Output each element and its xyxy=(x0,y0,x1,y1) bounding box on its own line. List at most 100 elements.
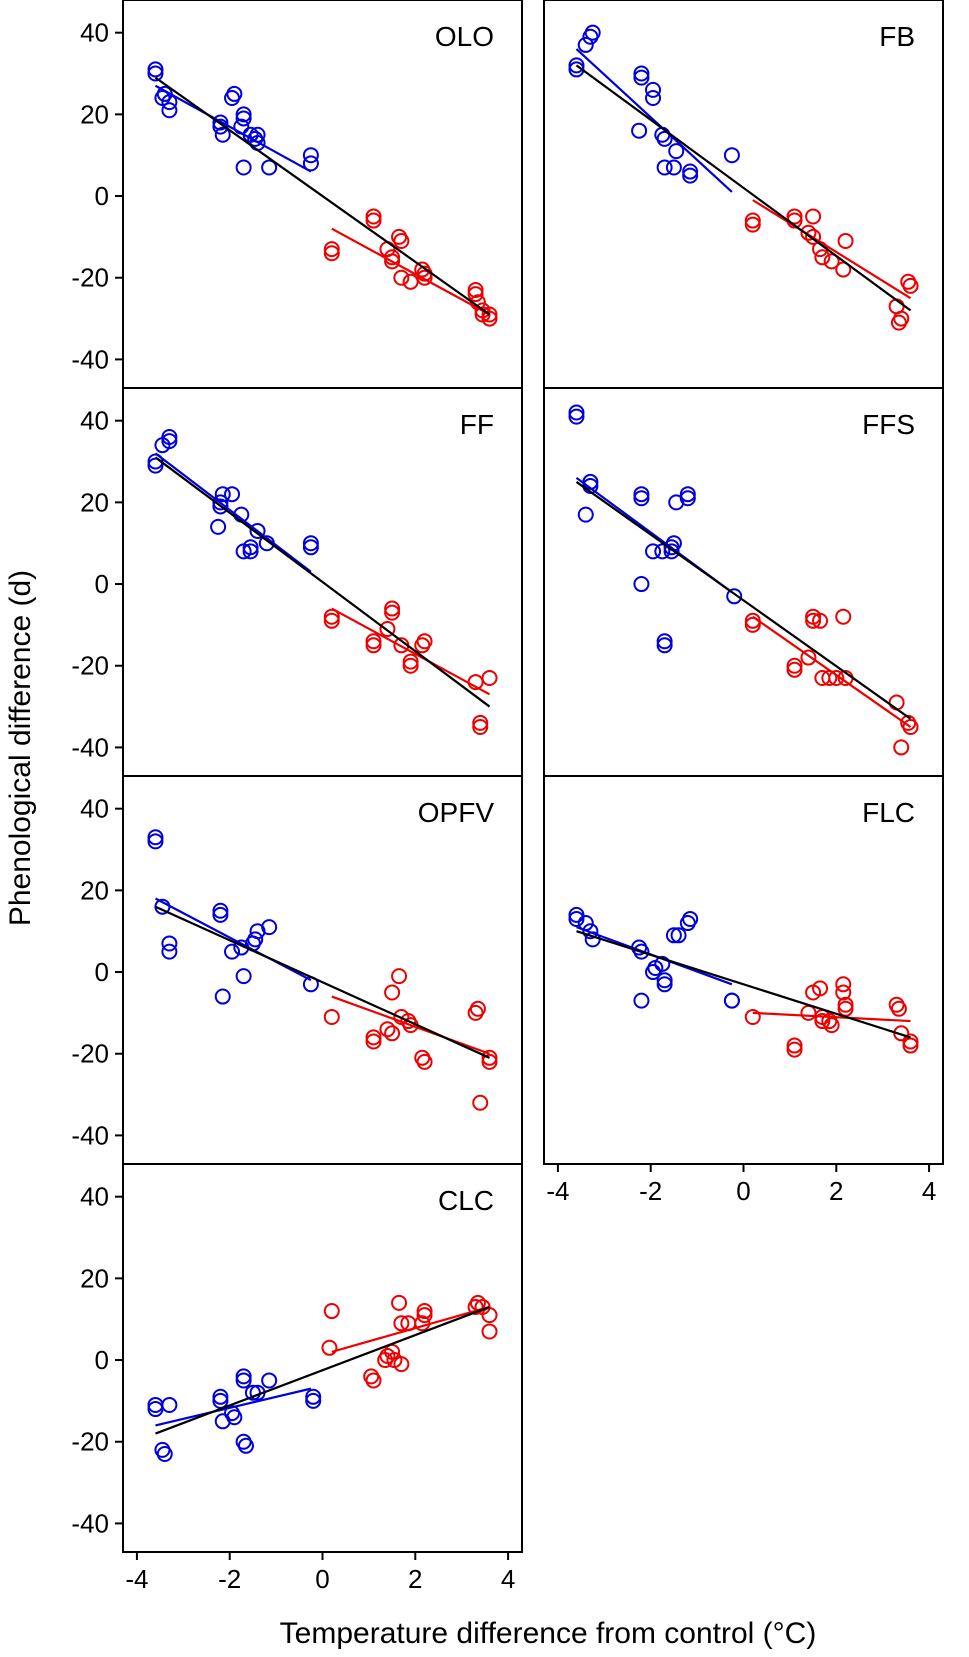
cooling-point xyxy=(302,539,319,556)
x-tick-label: -2 xyxy=(639,1176,662,1206)
cooling-point xyxy=(633,490,650,507)
x-tick-label: -4 xyxy=(125,1564,148,1594)
series-warming xyxy=(744,208,919,331)
panel-label: OPFV xyxy=(418,797,495,828)
y-tick-label: 0 xyxy=(95,181,109,211)
cooling-fit-line xyxy=(154,897,312,982)
panel-ff: FF 40 20 0 -20 -40 xyxy=(71,387,523,777)
cooling-point xyxy=(645,81,662,98)
y-tick-label: 40 xyxy=(80,794,109,824)
cooling-point xyxy=(723,992,740,1009)
warming-point xyxy=(481,1053,498,1070)
cooling-fit-line xyxy=(154,84,312,173)
cooling-point xyxy=(210,518,227,535)
cooling-point xyxy=(568,404,585,421)
series-cooling xyxy=(147,61,319,176)
warming-point xyxy=(812,612,829,629)
cooling-point xyxy=(235,1372,252,1389)
y-tick-label: 20 xyxy=(80,487,109,517)
cooling-fit-line xyxy=(575,48,733,193)
warming-fit-line xyxy=(331,227,491,316)
x-tick-label: 0 xyxy=(736,1176,750,1206)
cooling-point xyxy=(305,1392,322,1409)
cooling-point xyxy=(244,1384,261,1401)
cooling-point xyxy=(237,1437,254,1454)
y-tick-label: -40 xyxy=(71,1508,109,1538)
cooling-point xyxy=(156,1445,173,1462)
warming-point xyxy=(365,1029,382,1046)
x-tick-label: 2 xyxy=(408,1564,422,1594)
warming-point xyxy=(800,224,817,241)
warming-point xyxy=(365,637,382,654)
series-cooling xyxy=(568,404,743,654)
warming-point xyxy=(890,1000,907,1017)
warming-point xyxy=(902,1033,919,1050)
cooling-point xyxy=(668,143,685,160)
cooling-point xyxy=(147,829,164,846)
series-cooling xyxy=(568,24,740,184)
y-tick-label: -40 xyxy=(71,344,109,374)
cooling-point xyxy=(261,1372,278,1389)
warming-point xyxy=(379,620,396,637)
cooling-point xyxy=(305,1388,322,1405)
warming-point xyxy=(323,612,340,629)
x-tick-label: -2 xyxy=(218,1564,241,1594)
warming-point xyxy=(472,714,489,731)
y-tick-label: 40 xyxy=(80,18,109,48)
series-cooling xyxy=(147,429,319,560)
warming-point xyxy=(823,1017,840,1034)
warming-point xyxy=(481,669,498,686)
warming-point xyxy=(467,286,484,303)
warming-point xyxy=(472,718,489,735)
warming-point xyxy=(365,212,382,229)
cooling-point xyxy=(214,486,231,503)
warming-point xyxy=(469,1000,486,1017)
warming-point xyxy=(384,600,401,617)
cooling-point xyxy=(631,122,648,139)
series-warming xyxy=(323,208,498,327)
warming-point xyxy=(416,1307,433,1324)
series-warming xyxy=(744,608,919,756)
panel-label: FFS xyxy=(862,409,915,440)
series-warming xyxy=(323,600,498,735)
y-tick-label: -20 xyxy=(71,1427,109,1457)
warming-point xyxy=(786,208,803,225)
y-tick-label: 40 xyxy=(80,1182,109,1212)
series-cooling xyxy=(147,1368,322,1462)
cooling-point xyxy=(302,535,319,552)
cooling-point xyxy=(633,65,650,82)
cooling-point xyxy=(682,163,699,180)
y-tick-label: 0 xyxy=(95,1345,109,1375)
y-tick-label: 20 xyxy=(80,99,109,129)
cooling-point xyxy=(679,490,696,507)
series-warming xyxy=(321,1294,498,1389)
cooling-point xyxy=(226,1409,243,1426)
cooling-point xyxy=(235,968,252,985)
warming-point xyxy=(902,718,919,735)
cooling-point xyxy=(235,1368,252,1385)
warming-point xyxy=(835,976,852,993)
cooling-point xyxy=(726,588,743,605)
cooling-point xyxy=(161,935,178,952)
y-tick-label: -40 xyxy=(71,732,109,762)
overall-fit-line xyxy=(155,1305,490,1435)
warming-point xyxy=(835,608,852,625)
warming-point xyxy=(786,1041,803,1058)
cooling-point xyxy=(212,1388,229,1405)
cooling-point xyxy=(654,543,671,560)
warming-point xyxy=(402,653,419,670)
warming-point xyxy=(800,1004,817,1021)
warming-point xyxy=(393,269,410,286)
panel-label: FF xyxy=(460,409,494,440)
warming-point xyxy=(416,1303,433,1320)
cooling-point xyxy=(633,69,650,86)
cooling-point xyxy=(568,906,585,923)
cooling-point xyxy=(670,927,687,944)
overall-fit-line xyxy=(575,64,912,312)
panel-label: OLO xyxy=(435,21,494,52)
warming-fit-line xyxy=(752,615,912,728)
cooling-point xyxy=(235,106,252,123)
y-tick-label: 0 xyxy=(95,569,109,599)
